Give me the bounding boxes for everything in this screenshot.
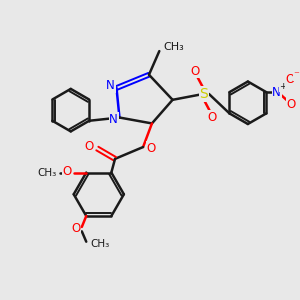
Text: N: N: [109, 112, 118, 125]
Text: O: O: [147, 142, 156, 155]
Text: O: O: [62, 165, 71, 178]
Text: N: N: [272, 85, 281, 99]
Text: CH₃: CH₃: [91, 239, 110, 249]
Text: O: O: [208, 111, 217, 124]
Text: O: O: [287, 98, 296, 111]
Text: ⁻: ⁻: [293, 70, 299, 80]
Text: O: O: [285, 73, 295, 86]
Text: O: O: [71, 222, 80, 235]
Text: O: O: [190, 65, 200, 78]
Text: S: S: [199, 87, 208, 101]
Text: +: +: [279, 82, 287, 91]
Text: CH₃: CH₃: [164, 42, 184, 52]
Text: N: N: [106, 79, 115, 92]
Text: CH₃: CH₃: [38, 167, 57, 178]
Text: O: O: [85, 140, 94, 153]
